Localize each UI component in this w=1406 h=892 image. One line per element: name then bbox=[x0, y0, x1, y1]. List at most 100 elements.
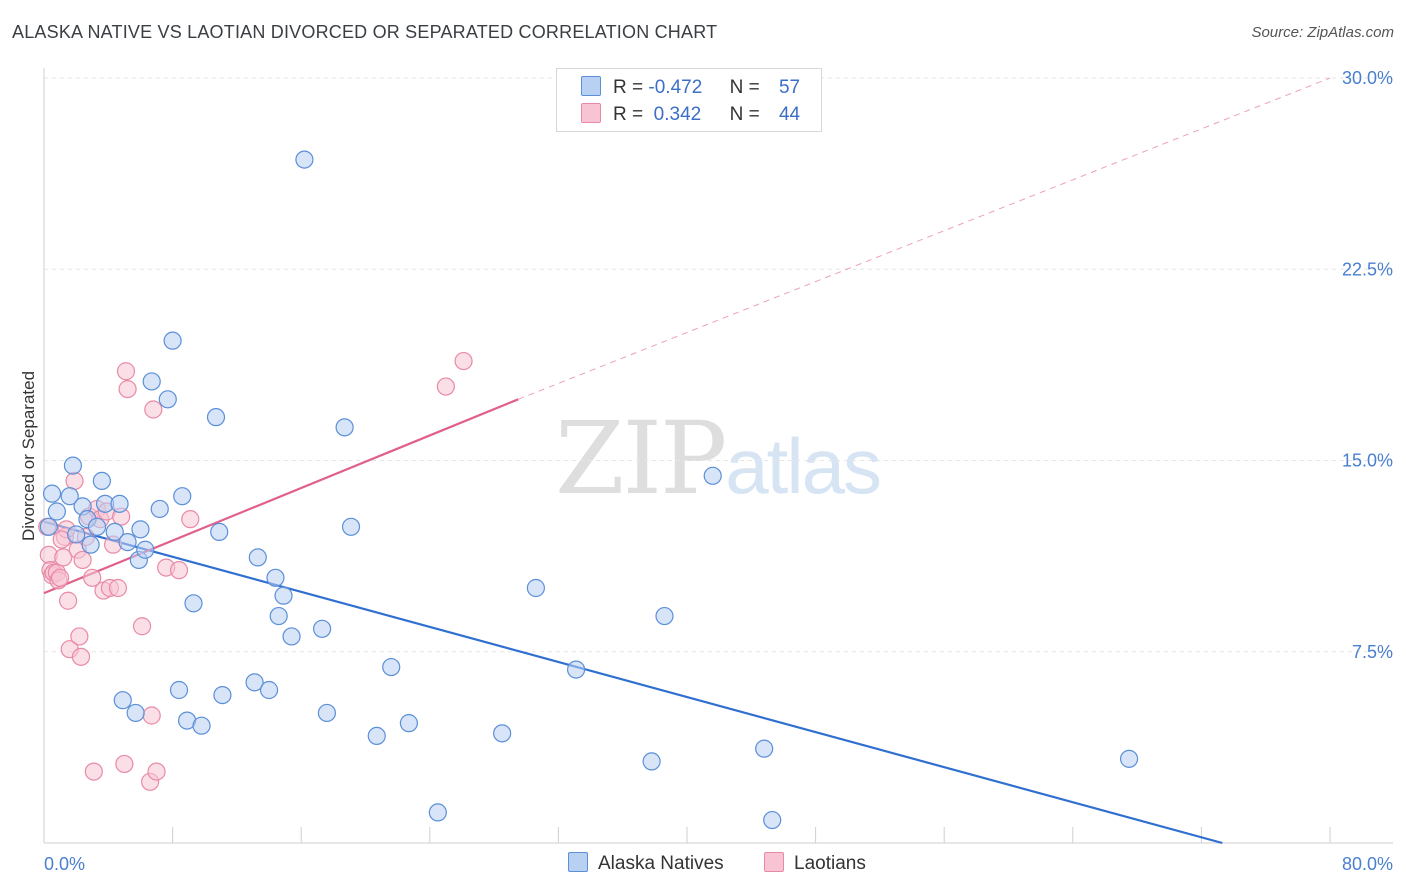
alaska-point bbox=[341, 517, 361, 536]
alaska-point bbox=[655, 606, 674, 626]
alaska-point bbox=[60, 487, 79, 506]
alaska-point bbox=[248, 548, 267, 567]
laotian-point bbox=[144, 400, 163, 419]
n-value: 57 bbox=[778, 77, 801, 98]
y-axis-label: Divorced or Separated bbox=[19, 371, 38, 541]
laotian-point bbox=[436, 377, 455, 396]
laotian-point bbox=[71, 647, 91, 666]
alaska-point bbox=[87, 517, 107, 536]
alaska-point bbox=[367, 726, 386, 746]
alaska-point bbox=[428, 803, 447, 822]
laotian-point bbox=[169, 561, 189, 580]
alaska-point bbox=[282, 627, 301, 646]
alaska-point bbox=[382, 657, 401, 677]
laotian-swatch bbox=[581, 103, 601, 123]
stats-legend: R = -0.472 N = 57 R = 0.342 N = 44 bbox=[556, 68, 822, 132]
laotian-point bbox=[83, 568, 102, 587]
alaska-point bbox=[493, 724, 512, 743]
y-tick-label: 7.5% bbox=[1352, 642, 1393, 662]
laotian-point bbox=[118, 380, 137, 399]
alaska-point bbox=[150, 499, 169, 519]
watermark: ZIPatlas bbox=[555, 400, 882, 517]
r-value: -0.472 bbox=[648, 77, 703, 98]
alaska-point bbox=[67, 525, 86, 544]
x-tick-label: 0.0% bbox=[44, 854, 85, 874]
laotian-point bbox=[116, 362, 136, 381]
alaska-point bbox=[295, 150, 314, 169]
alaska-trend-line bbox=[43, 520, 1223, 845]
laotian-point bbox=[181, 510, 200, 529]
alaska-point bbox=[206, 408, 226, 427]
alaska-point bbox=[63, 456, 83, 475]
r-label: R = bbox=[613, 104, 644, 125]
laotian-trend-extension bbox=[518, 77, 1331, 400]
legend-label: Alaska Natives bbox=[598, 853, 724, 874]
laotian-point bbox=[50, 568, 70, 587]
laotian-point bbox=[73, 550, 92, 570]
alaska-swatch bbox=[581, 76, 601, 96]
source-credit: Source: ZipAtlas.com bbox=[1251, 24, 1394, 41]
laotian-point bbox=[142, 706, 161, 725]
alaska-point bbox=[113, 691, 132, 710]
alaska-point bbox=[142, 372, 161, 391]
n-value: 44 bbox=[778, 104, 801, 125]
alaska-point bbox=[192, 716, 211, 735]
tick-labels: 7.5% 15.0% 22.5% 30.0% 0.0% 80.0% bbox=[44, 68, 1393, 874]
alaska-point bbox=[81, 535, 100, 554]
alaska-point bbox=[169, 680, 189, 700]
legend-row-laotian: R = 0.342 N = 44 bbox=[581, 103, 800, 127]
alaska-point bbox=[184, 594, 203, 613]
alaska-point bbox=[118, 532, 137, 552]
y-tick-label: 30.0% bbox=[1342, 68, 1393, 88]
alaska-point bbox=[399, 714, 419, 733]
laotian-point bbox=[54, 548, 73, 567]
x-tick-label: 80.0% bbox=[1342, 854, 1393, 874]
alaska-point bbox=[245, 673, 264, 692]
alaska-swatch bbox=[568, 852, 588, 872]
laotian-point bbox=[84, 762, 103, 781]
alaska-point bbox=[642, 752, 661, 771]
trend-lines bbox=[43, 77, 1331, 845]
alaska-point bbox=[126, 703, 145, 723]
grid-lines bbox=[44, 77, 1393, 653]
laotian-point bbox=[115, 754, 134, 774]
laotian-point bbox=[108, 578, 128, 598]
alaska-point bbox=[566, 660, 586, 679]
alaska-point bbox=[105, 522, 124, 542]
watermark-zip: ZIP bbox=[555, 400, 727, 517]
alaska-point bbox=[703, 466, 722, 485]
r-label: R = bbox=[613, 77, 644, 98]
alaska-point bbox=[259, 680, 279, 700]
alaska-point bbox=[136, 540, 155, 559]
laotian-swatch bbox=[764, 852, 784, 872]
alaska-point bbox=[763, 810, 782, 830]
laotian-point bbox=[70, 627, 89, 646]
chart-title: ALASKA NATIVE VS LAOTIAN DIVORCED OR SEP… bbox=[12, 22, 718, 42]
alaska-point bbox=[755, 739, 774, 758]
laotian-point bbox=[454, 351, 473, 371]
legend-row-alaska: R = -0.472 N = 57 bbox=[581, 76, 800, 100]
alaska-point bbox=[1119, 749, 1139, 768]
alaska-point bbox=[269, 606, 288, 626]
legend-item-alaska-natives: Alaska Natives bbox=[568, 852, 724, 875]
alaska-point bbox=[39, 517, 58, 536]
axes bbox=[43, 68, 1393, 844]
alaska-point bbox=[131, 520, 150, 539]
alaska-point bbox=[210, 522, 229, 542]
y-tick-label: 22.5% bbox=[1342, 259, 1393, 279]
laotian-point bbox=[132, 617, 152, 636]
alaska-point bbox=[173, 487, 192, 506]
alaska-point bbox=[526, 578, 545, 598]
data-points bbox=[38, 150, 1139, 830]
legend-label: Laotians bbox=[794, 853, 866, 874]
alaska-point bbox=[158, 390, 177, 409]
n-label: N = bbox=[729, 77, 760, 98]
alaska-point bbox=[266, 568, 285, 587]
laotian-point bbox=[59, 591, 78, 610]
alaska-point bbox=[274, 586, 293, 605]
y-tick-label: 15.0% bbox=[1342, 451, 1393, 471]
alaska-point bbox=[163, 331, 182, 350]
r-value: 0.342 bbox=[648, 104, 702, 125]
alaska-point bbox=[110, 494, 129, 513]
